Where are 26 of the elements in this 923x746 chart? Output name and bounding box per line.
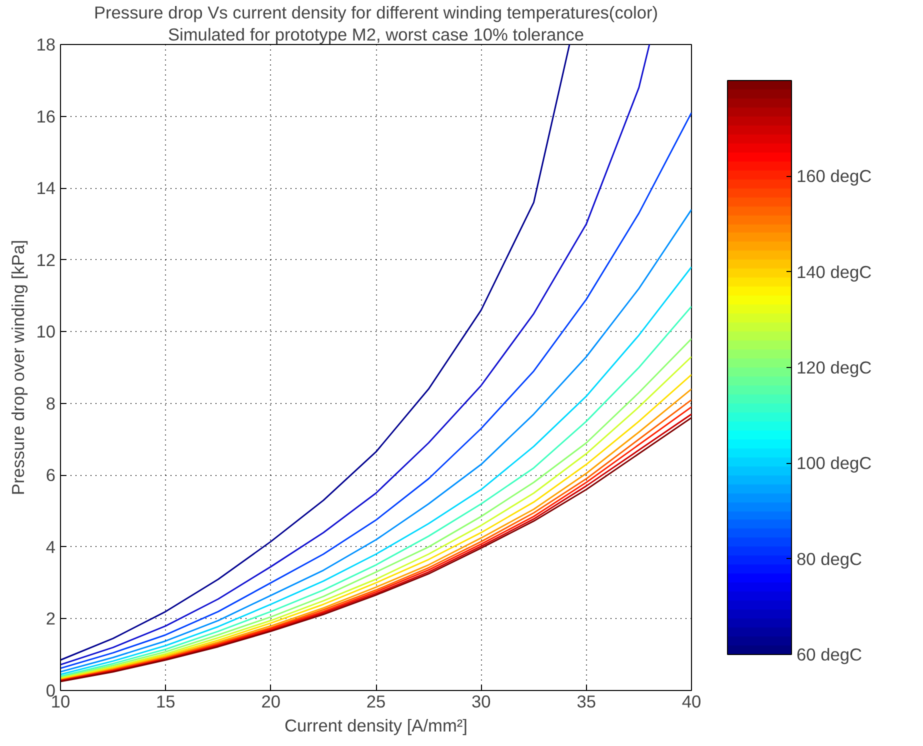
- y-tick-label: 6: [46, 465, 56, 486]
- x-tick-label: 40: [682, 692, 702, 712]
- chart-subtitle: Simulated for prototype M2, worst case 10% tolerance: [168, 24, 584, 44]
- y-tick-label: 2: [46, 608, 56, 629]
- y-tick-label: 4: [46, 536, 56, 557]
- y-tick-label: 18: [36, 34, 56, 54]
- color-bar-label: 60 degC: [796, 644, 862, 664]
- y-tick-label: 12: [36, 250, 56, 270]
- x-tick-label: 25: [366, 692, 386, 712]
- line-series: [60, 112, 692, 669]
- color-bar-label: 140 degC: [796, 262, 872, 282]
- x-tick-label: 35: [576, 692, 596, 712]
- y-tick-label: 10: [36, 322, 56, 342]
- y-axis-title: Pressure drop over winding [kPa]: [8, 240, 28, 496]
- y-tick-label: 16: [36, 106, 56, 126]
- color-bar-label: 100 degC: [796, 453, 872, 474]
- color-bar-label: 80 degC: [796, 548, 862, 569]
- y-tick-label: 8: [46, 393, 56, 414]
- x-tick-label: 15: [156, 692, 176, 712]
- x-tick-label: 20: [261, 692, 280, 712]
- color-bar-label: 160 degC: [796, 166, 872, 186]
- y-tick-label: 14: [36, 178, 56, 198]
- x-tick-label: 30: [472, 692, 491, 712]
- color-bar-label: 120 degC: [796, 358, 872, 378]
- x-axis-title: Current density [A/mm²]: [284, 716, 468, 736]
- chart-title: Pressure drop Vs current density for different winding temperatures(color): [94, 2, 658, 22]
